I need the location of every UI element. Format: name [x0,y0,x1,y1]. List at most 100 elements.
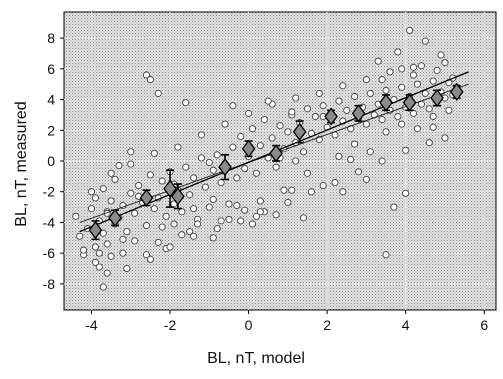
scatter-point [378,115,386,124]
scatter-point [170,220,178,228]
scatter-point [260,115,268,124]
scatter-point [237,132,245,140]
scatter-point [398,65,406,73]
scatter-point [190,205,198,213]
scatter-point [256,208,264,216]
scatter-point [127,160,135,168]
scatter-point [429,112,437,121]
scatter-point [351,92,359,101]
scatter-point [123,228,131,236]
scatter-point [280,186,288,194]
scatter-point [284,198,292,207]
y-tick-label: 6 [47,61,55,77]
scatter-point [221,120,229,128]
scatter-point [119,249,127,257]
scatter-point [413,80,422,88]
scatter-point [107,197,115,205]
scatter-point [292,157,300,165]
scatter-point [72,212,80,220]
scatter-point [394,112,402,121]
scatter-point [225,215,233,223]
scatter-point [398,120,406,128]
x-tick-label: -4 [85,317,98,333]
scatter-point [213,225,221,233]
scatter-point [354,168,363,176]
scatter-point [252,169,260,177]
scatter-point [315,89,323,97]
mean-marker [163,179,177,198]
scatter-point [319,182,327,190]
scatter-point [378,157,386,165]
x-tick-label: 2 [323,317,331,333]
scatter-point [142,251,151,259]
scatter-point [339,188,347,196]
scatter-point [225,200,233,208]
scatter-point [233,174,241,182]
mean-marker [241,139,256,158]
x-tick-label: 0 [245,317,253,333]
scatter-point [319,102,327,110]
y-tick-labels: -8 -6 -4 -2 0 2 4 6 8 [43,30,64,292]
scatter-point [409,71,418,79]
scatter-point [182,99,190,107]
scatter-point [256,197,264,205]
scatter-point [441,59,449,67]
scatter-point [300,214,308,222]
mean-marker [292,122,307,141]
scatter-point [382,251,390,259]
scatter-point [252,212,260,220]
scatter-point [445,106,453,114]
scatter-point [174,143,182,151]
scatter-point [402,146,410,154]
mean-marker [269,144,283,163]
scatter-point [264,97,272,105]
scatter-point [162,212,170,220]
scatter-point [272,211,280,219]
scatter-point [127,189,135,197]
scatter-point [186,228,194,236]
scatter-point [339,82,347,90]
scatter-point [201,183,209,191]
scatter-point [256,142,264,150]
scatter-point [382,128,390,136]
scatter-point [347,155,355,164]
scatter-point [135,182,143,190]
y-tick-label: -6 [43,245,56,261]
scatter-point [351,140,359,148]
scatter-point [362,175,370,183]
mean-marker [88,221,103,240]
scatter-point [80,246,88,254]
scatter-point [209,234,217,242]
scatter-point [190,174,198,182]
scatter-point [335,152,343,160]
scatter-point [362,76,370,84]
scatter-point [103,269,111,277]
scatter-point [362,120,370,128]
scatter-point [398,83,406,91]
scatter-point [76,232,84,240]
scatter-point [182,163,190,171]
scatter-point [292,94,300,102]
scatter-point [193,220,202,228]
scatter-point [409,63,418,71]
scatter-point [425,105,433,113]
scatter-points [72,26,461,291]
scatter-point [303,105,312,113]
x-tick-labels: -4 -2 0 2 4 6 [85,310,488,333]
scatter-point [229,143,237,151]
mean-marker [402,93,417,112]
scatter-point [107,252,115,260]
scatter-point [409,109,418,117]
scatter-point [331,178,339,187]
scatter-point [229,102,237,110]
scatter-point [386,68,394,76]
scatter-point [158,177,166,185]
scatter-point [91,194,99,202]
scatter-point [335,97,343,105]
scatter-point [245,109,253,117]
scatter-point [300,148,308,156]
scatter-point [437,51,445,59]
binned-means [88,82,464,241]
scatter-point [288,108,296,116]
scatter-point [382,86,390,94]
